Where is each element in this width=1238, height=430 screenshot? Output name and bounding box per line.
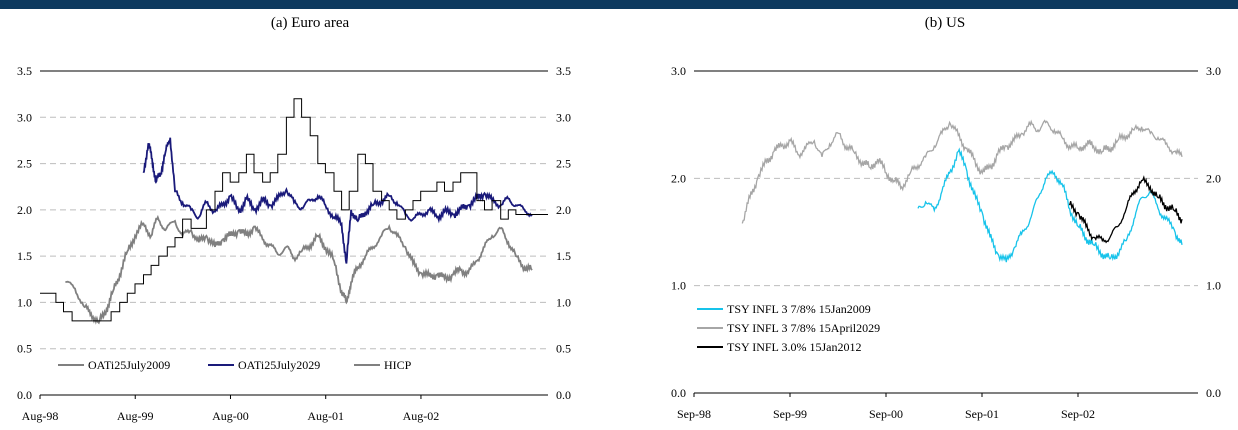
top-header-bar: [0, 0, 1238, 9]
y-tick-label-left: 0.5: [17, 342, 32, 356]
legend-label: OATi25July2009: [88, 358, 170, 372]
legend-label: TSY INFL 3 7/8% 15Jan2009: [727, 302, 871, 316]
panel-title: (b) US: [925, 15, 965, 31]
series-line: [142, 137, 533, 264]
y-tick-label-right: 1.0: [556, 295, 571, 309]
legend-label: TSY INFL 3 7/8% 15April2029: [727, 321, 880, 335]
y-tick-label-left: 2.5: [17, 157, 32, 171]
series-line-hicp: [40, 98, 548, 322]
y-tick-label-left: 1.5: [17, 249, 32, 263]
x-tick-label: Aug-02: [403, 409, 440, 423]
legend-label: HICP: [384, 358, 412, 372]
series-line: [741, 119, 1183, 224]
y-tick-label-right: 0.0: [1206, 386, 1221, 400]
panel-title: (a) Euro area: [271, 15, 350, 31]
y-tick-label-left: 3.5: [17, 64, 32, 78]
legend-label: OATi25July2029: [238, 358, 320, 372]
series-line: [1068, 175, 1183, 244]
x-tick-label: Sep-00: [869, 407, 903, 421]
y-tick-label-right: 3.0: [556, 110, 571, 124]
y-tick-label-left: 3.0: [671, 64, 686, 78]
y-tick-label-right: 2.0: [556, 203, 571, 217]
y-tick-label-right: 3.0: [1206, 64, 1221, 78]
y-tick-label-right: 2.0: [1206, 171, 1221, 185]
y-tick-label-left: 1.0: [671, 279, 686, 293]
series-line: [917, 147, 1183, 263]
y-tick-label-left: 0.0: [671, 386, 686, 400]
x-tick-label: Sep-98: [677, 407, 711, 421]
x-tick-label: Sep-01: [965, 407, 999, 421]
series-line: [65, 214, 533, 325]
y-tick-label-left: 2.0: [671, 171, 686, 185]
x-tick-label: Aug-01: [307, 409, 344, 423]
legend-label: TSY INFL 3.0% 15Jan2012: [727, 340, 861, 354]
y-tick-label-right: 1.0: [1206, 279, 1221, 293]
x-tick-label: Aug-00: [212, 409, 249, 423]
x-tick-label: Aug-98: [22, 409, 59, 423]
y-tick-label-right: 0.0: [556, 388, 571, 402]
y-tick-label-left: 0.0: [17, 388, 32, 402]
x-tick-label: Sep-02: [1061, 407, 1095, 421]
x-tick-label: Aug-99: [117, 409, 154, 423]
y-tick-label-right: 0.5: [556, 342, 571, 356]
y-tick-label-left: 1.0: [17, 295, 32, 309]
y-tick-label-left: 3.0: [17, 110, 32, 124]
y-tick-label-right: 1.5: [556, 249, 571, 263]
y-tick-label-right: 3.5: [556, 64, 571, 78]
x-tick-label: Sep-99: [773, 407, 807, 421]
y-tick-label-right: 2.5: [556, 157, 571, 171]
y-tick-label-left: 2.0: [17, 203, 32, 217]
